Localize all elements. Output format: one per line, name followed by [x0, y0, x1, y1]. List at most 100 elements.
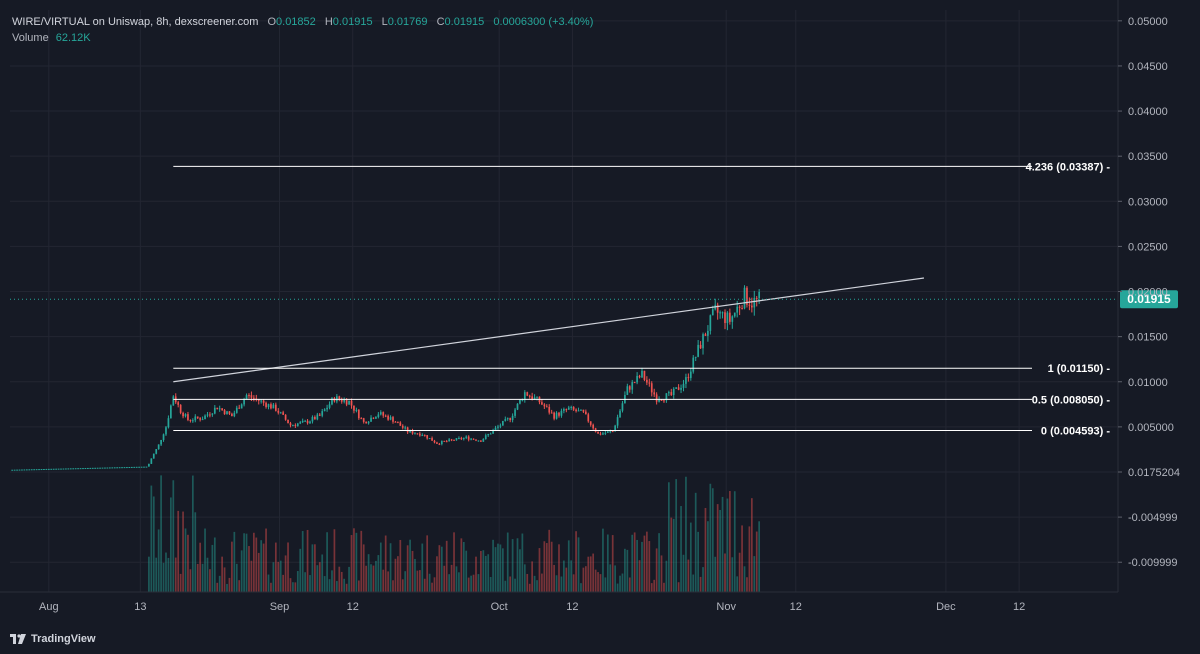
candle-body — [438, 443, 441, 445]
current-price-value: 0.01915 — [1127, 292, 1171, 306]
time-axis[interactable]: Aug 13 Sep 12 Oct 12 Nov 12 Dec 12 — [0, 591, 1118, 613]
candle-body — [394, 421, 397, 423]
volume-bar — [665, 560, 668, 592]
candle-body — [397, 422, 399, 424]
volume-bar — [292, 582, 294, 592]
volume-bar — [289, 578, 292, 592]
price-tick-label: 0.005000 — [1128, 422, 1174, 434]
price-tick-label: 0.02000 — [1128, 287, 1168, 299]
symbol-title[interactable]: WIRE/VIRTUAL on Uniswap, 8h, dexscreener… — [12, 16, 259, 28]
trend-line[interactable] — [173, 277, 925, 383]
volume-bar — [714, 556, 717, 592]
candle-body — [355, 409, 358, 411]
candle-body — [314, 416, 316, 420]
volume-bar — [201, 563, 204, 592]
volume-bar — [743, 566, 746, 592]
volume-bar — [419, 570, 421, 592]
candle-body — [226, 411, 228, 415]
volume-bar — [155, 557, 158, 592]
volume-bar — [624, 548, 626, 592]
volume-bar — [150, 485, 153, 592]
candle-body — [94, 467, 97, 469]
candle-body — [448, 439, 451, 442]
candle-body — [411, 430, 414, 434]
candle-body — [575, 409, 577, 412]
volume-bar — [331, 570, 333, 592]
volume-bar — [448, 574, 451, 592]
candle-body — [89, 467, 92, 469]
volume-bar — [360, 530, 363, 592]
candle-body — [729, 312, 731, 322]
candle-body — [443, 440, 446, 442]
candle-body — [419, 433, 421, 436]
price-tick-label: 0.0175204 — [1128, 467, 1180, 479]
candle-body — [228, 411, 231, 414]
candle-body — [267, 404, 270, 408]
candle-body — [262, 400, 265, 403]
candle-body — [148, 463, 150, 467]
volume-bar — [353, 528, 355, 592]
candle-body — [609, 431, 612, 433]
candle-body — [375, 417, 377, 419]
candle-body — [392, 417, 394, 422]
tradingview-branding[interactable]: TradingView — [10, 630, 96, 648]
candle-body — [350, 400, 353, 406]
volume-bar — [711, 488, 714, 592]
volume-bar — [328, 579, 331, 592]
volume-bar — [475, 556, 477, 592]
volume-bar — [404, 571, 407, 592]
candle-body — [194, 416, 197, 421]
candle-body — [587, 414, 590, 422]
candle-body — [677, 387, 680, 390]
volume-bar — [296, 571, 299, 592]
volume-bar — [514, 578, 516, 592]
volume-bar — [482, 550, 485, 592]
volume-bar — [504, 580, 507, 592]
volume-bar — [560, 576, 563, 592]
legend-header: WIRE/VIRTUAL on Uniswap, 8h, dexscreener… — [12, 14, 593, 46]
candle-body — [409, 430, 411, 433]
current-price-tag[interactable] — [1120, 290, 1178, 309]
candle-body — [577, 410, 580, 412]
volume-bar — [238, 580, 241, 592]
volume-bar — [489, 577, 492, 592]
volume-bar — [235, 563, 238, 592]
candle-body — [680, 387, 682, 390]
candle-body — [604, 432, 607, 434]
candle-body — [462, 437, 465, 440]
volume-bar — [165, 552, 167, 592]
candle-body — [11, 469, 14, 471]
volume-bar — [604, 577, 607, 592]
candle-body — [304, 420, 306, 422]
volume-bar — [196, 563, 199, 592]
volume-bar — [619, 575, 621, 592]
candle-body — [79, 468, 82, 470]
candle-body — [658, 399, 660, 402]
candle-body — [326, 407, 328, 410]
candle-body — [387, 415, 389, 420]
volume-bar — [250, 560, 253, 592]
candle-body — [748, 304, 751, 306]
candle-body — [296, 423, 299, 426]
price-axis[interactable]: 0.05000 0.04500 0.04000 0.03500 0.03000 0.025… — [1117, 0, 1180, 592]
candle-body — [641, 370, 643, 378]
volume-bar — [465, 550, 468, 592]
price-tick-label: 0.04000 — [1128, 106, 1168, 118]
volume-bar — [284, 555, 287, 592]
candle-body — [489, 433, 492, 435]
candle-body — [636, 375, 638, 383]
candle-body — [101, 467, 104, 469]
candle-body — [84, 468, 87, 470]
volume-bar — [265, 528, 267, 592]
candle-body — [545, 406, 548, 408]
candle-body — [497, 426, 499, 428]
candle-body — [196, 416, 199, 419]
candle-body — [655, 394, 658, 402]
price-tick-label: 0.02500 — [1128, 241, 1168, 253]
candle-body — [480, 440, 482, 442]
volume-bar — [262, 543, 265, 592]
candle-body — [152, 453, 155, 459]
drawing-tools[interactable]: 4.236 (0.03387) - 1 (0.01150) - 0.5 (0.008… — [173, 161, 1110, 438]
time-tick-label: 12 — [347, 601, 359, 613]
